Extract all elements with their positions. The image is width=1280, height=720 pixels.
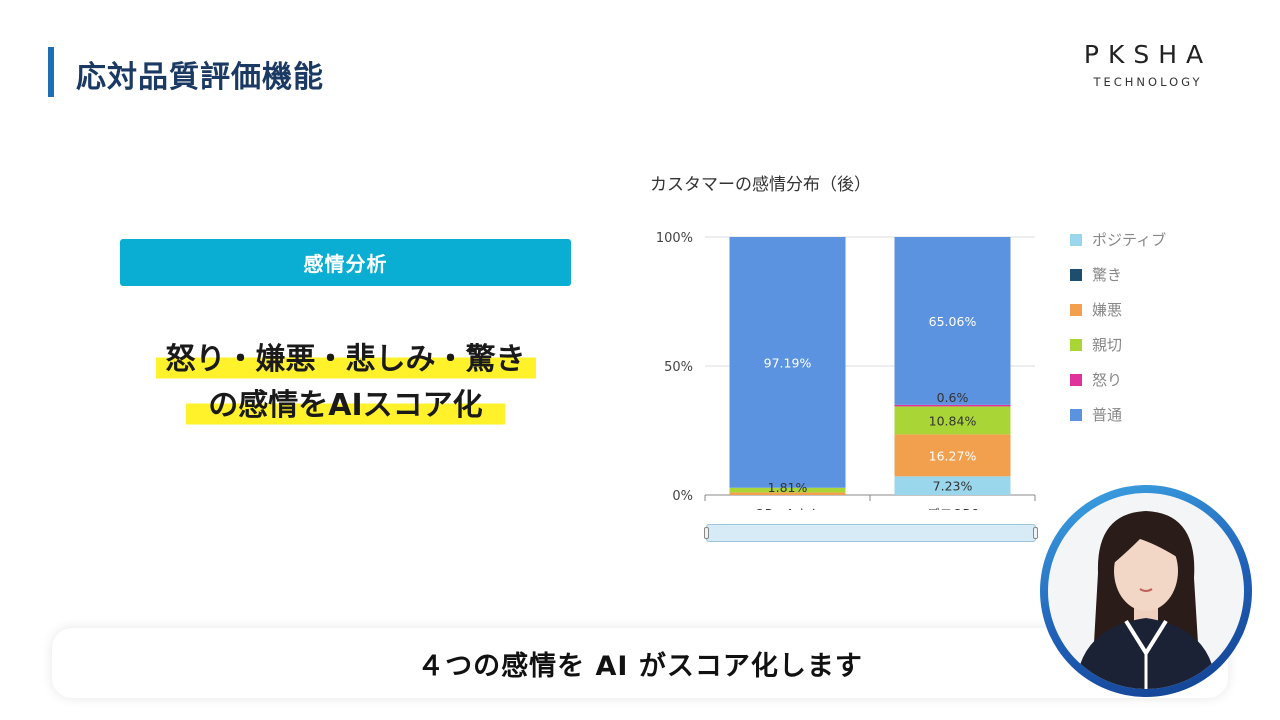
legend-item[interactable]: 親切 <box>1070 327 1166 362</box>
y-tick-label: 50% <box>664 360 693 375</box>
legend-item[interactable]: 驚き <box>1070 257 1166 292</box>
headline-line-1: 怒り・嫌悪・悲しみ・驚き <box>155 340 536 380</box>
bar-segment <box>729 487 846 493</box>
legend-swatch <box>1070 373 1082 386</box>
data-label: 1.81% <box>768 480 808 495</box>
legend-swatch <box>1070 268 1082 281</box>
legend-swatch <box>1070 233 1082 246</box>
legend-swatch <box>1070 338 1082 351</box>
legend-label: ポジティブ <box>1092 231 1167 249</box>
bar-segment <box>894 406 1011 435</box>
legend-label: 普通 <box>1092 406 1123 424</box>
logo-main-text: PKSHA <box>1083 40 1213 69</box>
range-handle-right[interactable] <box>1033 527 1038 539</box>
y-tick-label: 100% <box>656 231 693 246</box>
page-title: 応対品質評価機能 <box>76 60 324 95</box>
legend-item[interactable]: 怒り <box>1070 362 1166 397</box>
x-tick-label: OP Aさん <box>755 508 821 510</box>
bar-segment <box>894 434 1011 477</box>
chart-range-scrollbar[interactable] <box>704 524 1038 542</box>
legend-label: 驚き <box>1092 266 1123 284</box>
bar-segment <box>894 476 1011 495</box>
data-label: 97.19% <box>764 355 812 370</box>
legend-item[interactable]: 嫌悪 <box>1070 292 1166 327</box>
caption-bar: ４つの感情を AI がスコア化します <box>52 628 1228 698</box>
presenter-avatar <box>1048 493 1244 689</box>
pksha-logo: PKSHA TECHNOLOGY <box>1062 40 1234 89</box>
data-label: 10.84% <box>929 413 977 428</box>
caption-text: ４つの感情を AI がスコア化します <box>417 650 863 682</box>
legend-item[interactable]: 普通 <box>1070 397 1166 432</box>
data-label: 16.27% <box>929 448 977 463</box>
data-label: 65.06% <box>929 314 977 329</box>
chart-title: カスタマーの感情分布（後） <box>650 175 871 195</box>
stacked-bar-chart: 0% 50% 100% 1.81% 97.19% OP Aさん 7.23% 16.27% 10.… <box>656 231 1036 510</box>
legend-swatch <box>1070 408 1082 421</box>
presenter-illustration <box>1076 511 1216 689</box>
data-label: 7.23% <box>933 479 973 494</box>
legend-label: 怒り <box>1092 371 1123 389</box>
legend-swatch <box>1070 303 1082 316</box>
logo-sub-text: TECHNOLOGY <box>1093 75 1203 89</box>
bar-segment <box>894 237 1011 405</box>
range-handle-left[interactable] <box>704 527 709 539</box>
headline: 怒り・嫌悪・悲しみ・驚き の感情をAIスコア化 <box>120 340 571 426</box>
bar-segment <box>729 492 846 495</box>
headline-line-2: の感情をAIスコア化 <box>186 386 505 426</box>
bar-segment <box>894 404 1011 407</box>
chart-legend: ポジティブ驚き嫌悪親切怒り普通 <box>1070 222 1166 432</box>
bar-segment <box>729 237 846 488</box>
x-tick-label: デモOP6 <box>926 507 978 510</box>
title-accent-bar <box>48 47 54 97</box>
legend-item[interactable]: ポジティブ <box>1070 222 1166 257</box>
legend-label: 親切 <box>1092 336 1123 354</box>
emotion-analysis-tag: 感情分析 <box>120 239 571 286</box>
data-label: 0.6% <box>937 390 969 405</box>
y-tick-label: 0% <box>672 489 693 504</box>
legend-label: 嫌悪 <box>1092 301 1123 319</box>
